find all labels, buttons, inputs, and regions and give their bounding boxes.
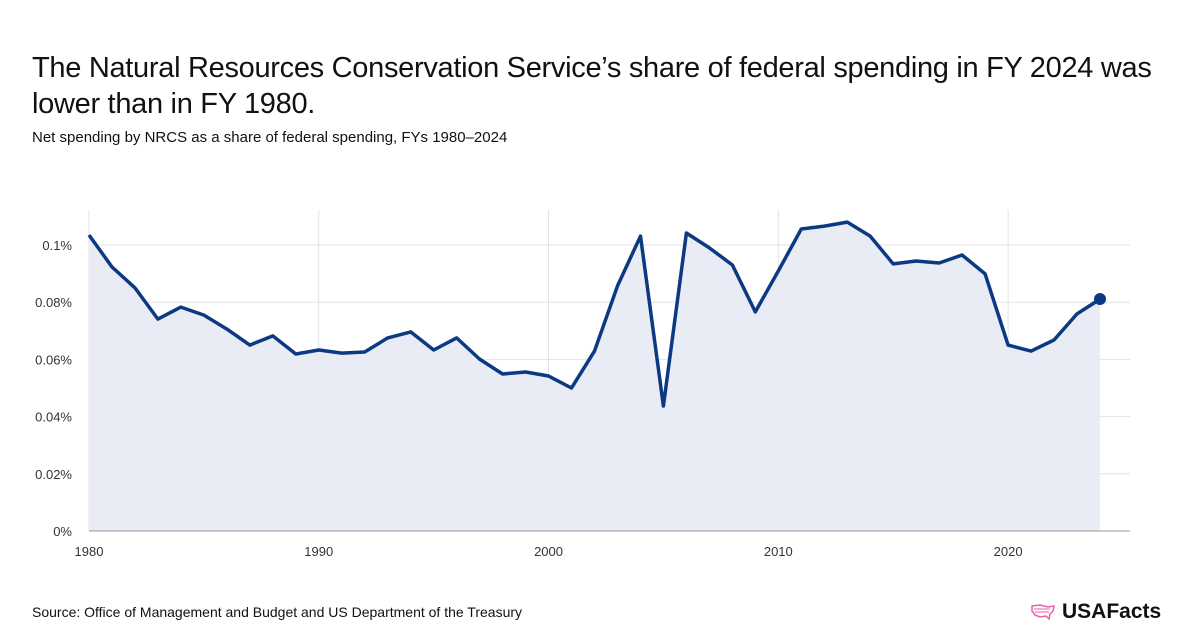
- logo-text: USAFacts: [1062, 600, 1162, 623]
- data-point: [1094, 293, 1106, 306]
- usafacts-logo: USAFacts: [1030, 600, 1161, 624]
- y-tick-label: 0.06%: [35, 352, 72, 367]
- series-line: [87, 220, 1101, 408]
- chart-subtitle: Net spending by NRCS as a share of feder…: [32, 129, 508, 146]
- y-tick-label: 0.08%: [35, 295, 72, 310]
- us-map-icon: [1031, 604, 1055, 621]
- x-tick-label: 1990: [304, 544, 333, 559]
- source-note: Source: Office of Management and Budget …: [32, 604, 523, 620]
- y-tick-label: 0.02%: [35, 467, 72, 482]
- x-tick-label: 2020: [994, 544, 1023, 559]
- y-tick-label: 0.1%: [42, 238, 72, 253]
- x-tick-label: 2000: [534, 544, 563, 559]
- chart-title: The Natural Resources Conservation Servi…: [32, 52, 1152, 120]
- x-tick-label: 2010: [764, 544, 793, 559]
- x-tick-label: 1980: [75, 544, 104, 559]
- y-tick-label: 0.04%: [35, 410, 72, 425]
- area-fill: [89, 222, 1100, 531]
- y-tick-label: 0%: [53, 524, 72, 539]
